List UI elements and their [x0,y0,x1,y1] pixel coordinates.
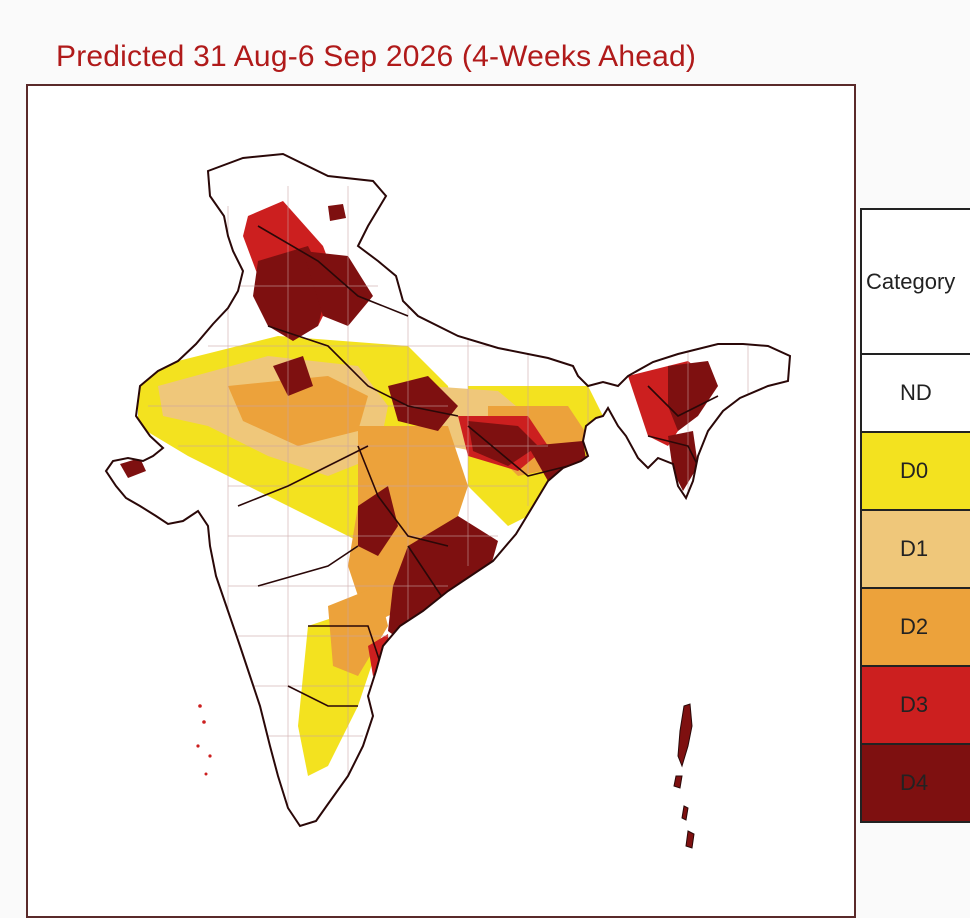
legend-item-d0: D0 [862,433,970,511]
legend-label: D3 [900,692,929,717]
legend-item-nd: ND [862,355,970,433]
legend-label: D2 [900,614,929,639]
legend-label: D1 [900,536,929,561]
state-boundaries [237,225,719,707]
district-lines [148,186,749,816]
map-title: Predicted 31 Aug-6 Sep 2026 (4-Weeks Ahe… [56,40,697,73]
legend-label: D4 [900,770,929,795]
lakshadweep-islands [196,704,212,776]
legend-label: D0 [900,458,929,483]
legend: Category ND D0 D1 D2 D3 D4 [860,208,970,823]
india-drought-map [105,153,791,849]
andaman-nicobar-islands [673,703,695,849]
legend-item-d2: D2 [862,589,970,667]
map-frame [26,84,856,918]
legend-label: ND [900,380,932,405]
legend-item-d4: D4 [862,745,970,821]
legend-item-d1: D1 [862,511,970,589]
legend-item-d3: D3 [862,667,970,745]
legend-header: Category [862,210,970,355]
